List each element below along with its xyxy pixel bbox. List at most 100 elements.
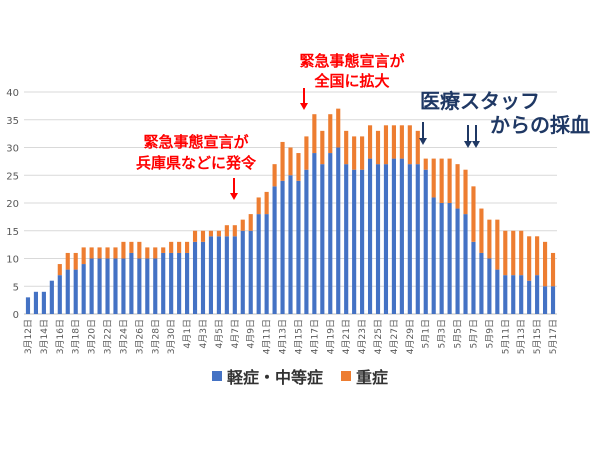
bar-severe: [240, 219, 245, 231]
bar-severe: [495, 219, 500, 270]
legend-swatch-mild: [211, 371, 222, 381]
bar-mild: [89, 258, 94, 314]
x-tick-label: 3月20日: [87, 319, 98, 354]
x-tick-label: 3月26日: [134, 319, 145, 354]
bar-severe: [367, 125, 373, 159]
bar-severe: [503, 230, 508, 276]
bar-severe: [304, 136, 309, 170]
bar-severe: [519, 230, 524, 276]
bar-mild: [527, 280, 532, 314]
bar-severe: [208, 230, 214, 237]
bar-severe: [328, 114, 333, 154]
annotation-arrow-head: [472, 141, 480, 148]
bar-mild: [375, 164, 381, 314]
bar-mild: [57, 275, 62, 314]
bar-mild: [431, 197, 436, 314]
x-tick-label: 4月3日: [198, 319, 209, 348]
bar-mild: [542, 286, 548, 314]
x-tick-label: 5月3日: [437, 319, 448, 348]
annotation-text: 緊急事態宣言が: [143, 133, 249, 151]
bar-mild: [129, 252, 134, 314]
x-tick-label: 3月30日: [166, 319, 177, 354]
annotation-text: からの採血: [490, 113, 590, 137]
bar-severe: [423, 158, 428, 170]
bar-severe: [487, 219, 492, 259]
x-tick-label: 5月1日: [421, 319, 432, 348]
bar-severe: [455, 164, 460, 209]
x-tick-label: 4月1日: [182, 319, 193, 348]
bar-severe: [137, 241, 142, 259]
bar-severe: [192, 230, 198, 242]
x-tick-label: 4月27日: [389, 319, 400, 354]
bar-mild: [161, 252, 166, 314]
bar-severe: [177, 241, 182, 253]
bar-mild: [455, 208, 460, 314]
x-tick-label: 5月13日: [516, 319, 527, 354]
x-tick-label: 4月17日: [309, 319, 320, 354]
bar-severe: [256, 197, 261, 215]
bar-mild: [232, 236, 237, 314]
annotation-arrow-head: [230, 193, 238, 200]
bar-severe: [431, 158, 436, 198]
bar-severe: [248, 214, 253, 231]
bar-severe: [535, 236, 540, 276]
x-tick-label: 5月11日: [500, 319, 511, 354]
bar-mild: [25, 297, 31, 314]
x-tick-label: 3月22日: [103, 319, 114, 354]
chart-legend: 軽症・中等症 重症: [0, 364, 600, 388]
bar-severe: [97, 247, 102, 259]
bar-mild: [550, 286, 556, 314]
y-tick-label: 35: [6, 116, 19, 127]
x-tick-label: 5月7日: [468, 319, 479, 348]
bar-mild: [503, 275, 508, 314]
bar-mild: [65, 269, 70, 314]
x-tick-label: 4月19日: [325, 319, 336, 354]
bar-severe: [161, 247, 166, 253]
bar-mild: [216, 236, 221, 314]
y-tick-label: 5: [13, 282, 19, 293]
bar-mild: [423, 169, 428, 314]
x-tick-label: 4月29日: [405, 319, 416, 354]
bar-mild: [73, 269, 78, 314]
bar-mild: [463, 214, 468, 314]
x-tick-label: 4月23日: [357, 319, 368, 354]
bar-severe: [542, 241, 548, 287]
x-tick-label: 4月21日: [341, 319, 352, 354]
bar-mild: [328, 153, 333, 314]
annotation-arrow-head: [419, 138, 427, 145]
bar-severe: [447, 158, 452, 203]
bar-mild: [383, 164, 389, 314]
bar-severe: [439, 158, 444, 203]
bar-mild: [360, 169, 365, 314]
legend-swatch-severe: [341, 371, 351, 381]
y-tick-label: 0: [13, 310, 19, 321]
bar-mild: [487, 258, 492, 314]
bar-mild: [479, 252, 484, 314]
bar-mild: [415, 164, 420, 314]
bar-mild: [312, 153, 317, 314]
bar-severe: [550, 252, 556, 287]
bar-mild: [495, 269, 500, 314]
bar-severe: [471, 186, 476, 242]
annotation-text: 医療スタッフ: [420, 89, 540, 113]
bar-mild: [145, 258, 150, 314]
bar-mild: [320, 164, 325, 314]
bar-severe: [169, 241, 174, 253]
x-tick-label: 4月9日: [246, 319, 257, 348]
y-tick-label: 20: [6, 199, 19, 210]
bar-severe: [352, 136, 357, 170]
bar-mild: [224, 236, 229, 314]
x-tick-label: 3月16日: [55, 319, 66, 354]
bar-severe: [296, 153, 301, 181]
bar-severe: [153, 247, 158, 259]
legend-item-severe: 重症: [341, 364, 388, 388]
bar-severe: [272, 164, 277, 187]
annotation-arrow-head: [464, 141, 472, 148]
bar-mild: [407, 164, 412, 314]
bar-severe: [81, 247, 86, 265]
bar-severe: [383, 125, 389, 165]
bar-mild: [288, 175, 293, 314]
bar-severe: [185, 241, 190, 253]
